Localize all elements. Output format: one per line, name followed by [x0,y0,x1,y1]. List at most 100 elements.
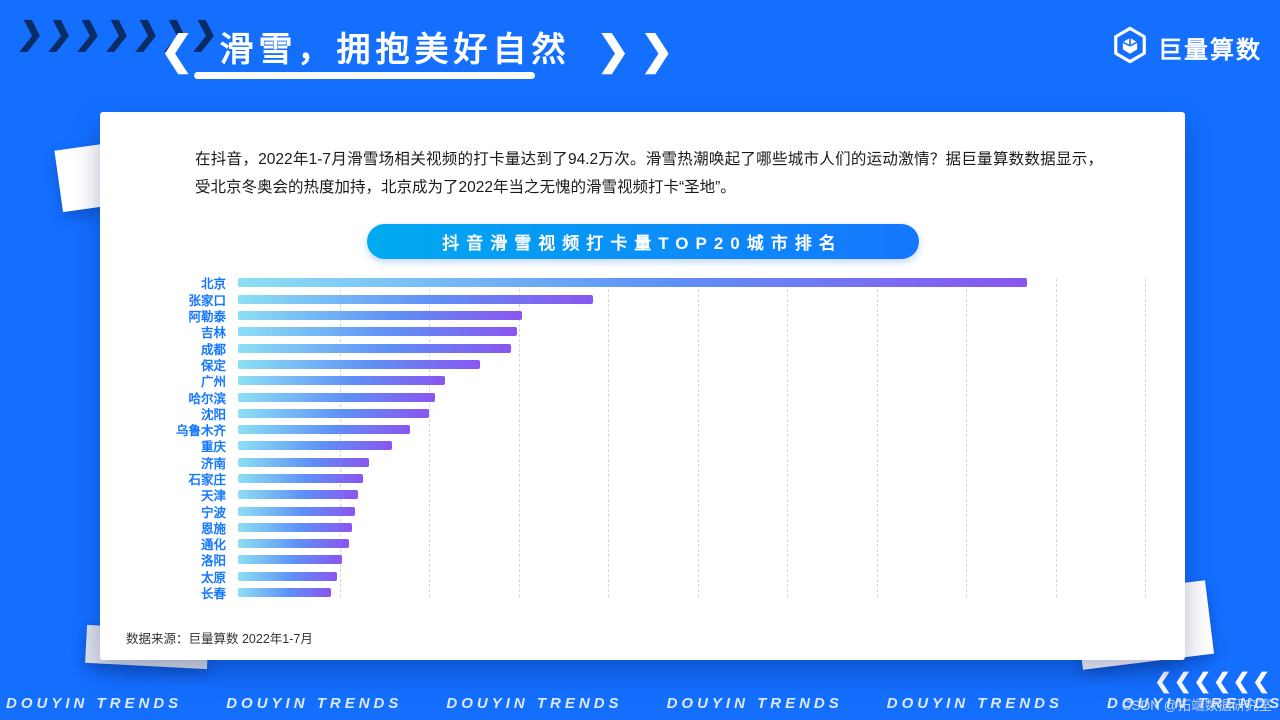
chart-bar-track [238,568,1145,584]
chart-category-label: 阿勒泰 [188,310,226,325]
chart-bar-track [238,487,1145,503]
data-source-note: 数据来源：巨量算数 2022年1-7月 [126,632,313,646]
chart-category-label: 北京 [200,277,226,292]
chart-bar [238,490,358,500]
chart-bar [238,522,353,532]
chart-bar-track [238,340,1145,356]
chart-bar [238,555,343,565]
chart-bar-track [238,454,1145,470]
watermark: CSDN @拓端数据研究室 [1121,698,1272,713]
chart-bar [238,473,363,483]
ticker-item: DOUYIN TRENDS [446,694,623,712]
chart-row: 张家口 [118,291,1145,308]
ticker-item: DOUYIN TRENDS [226,694,403,712]
chart-category-label: 洛阳 [200,554,226,569]
ticker-item: DOUYIN TRENDS [6,694,183,712]
chart-gridlines [250,278,1146,597]
chart-row: 洛阳 [118,552,1145,568]
chart-row: 通化 [118,536,1145,552]
chart-bar-track [238,470,1145,486]
chart-bar [238,441,392,451]
header: ❮ 滑雪，拥抱美好自然 ❯❯ [160,22,684,79]
chart-category-label: 广州 [200,375,226,390]
chart-bar-track [238,438,1145,454]
chart-bar-track [238,291,1145,307]
title-left-chevron-icon: ❮ [160,28,194,73]
chart-row: 恩施 [118,519,1145,536]
chart-category-label: 通化 [200,538,226,553]
chart-bar-track [238,389,1145,405]
ticker-item: DOUYIN TRENDS [666,694,843,712]
chart-row: 成都 [118,340,1145,357]
chart-bar-track [238,307,1145,323]
chart-bar-track [238,503,1145,519]
chart-category-label: 石家庄 [188,473,226,487]
chart-bar-track [238,536,1145,552]
bar-chart: 北京 张家口阿勒泰 吉林 成都 保定广州 哈尔滨 沈阳乌鲁木齐 重庆 济南石家庄天津 宁波 恩施通化… [118,275,1146,602]
chart-category-label: 天津 [200,489,226,504]
chart-bar-track [238,275,1145,291]
chart-bar [238,376,446,386]
chart-bar [238,392,436,402]
chart-bar [238,457,369,467]
title-underline: 滑雪，拥抱美好自然 [193,22,571,79]
chart-row: 沈阳 [118,405,1145,422]
chart-bar [238,278,1027,288]
chart-bar [238,311,522,321]
intro-paragraph: 在抖音，2022年1-7月滑雪场相关视频的打卡量达到了94.2万次。滑雪热潮唤起… [195,151,1103,196]
chart-row: 北京 [118,275,1145,291]
chart-row: 天津 [118,487,1145,503]
chart-bar [238,343,511,353]
chart-row: 太原 [118,568,1145,585]
chart-row: 济南 [118,454,1145,471]
chart-bar [238,294,593,304]
chart-bar [238,571,337,581]
chart-row: 阿勒泰 [118,307,1145,325]
chart-row: 广州 [118,373,1145,389]
content-card: 在抖音，2022年1-7月滑雪场相关视频的打卡量达到了94.2万次。滑雪热潮唤起… [100,112,1185,660]
chart-category-label: 济南 [200,456,226,471]
chart-bar [238,506,355,516]
chart-bar-track [238,519,1145,535]
chart-category-label: 宁波 [200,505,226,520]
chart-category-label: 保定 [200,358,226,373]
chart-category-label: 沈阳 [200,407,226,422]
chart-bar [238,327,518,337]
chart-category-label: 成都 [200,342,226,357]
ticker-item: DOUYIN TRENDS [886,694,1063,712]
chart-bar-track [238,356,1145,372]
chart-category-label: 哈尔滨 [188,391,226,406]
chart-category-label: 重庆 [200,440,226,455]
chart-category-label: 吉林 [200,326,226,341]
chart-row: 重庆 [118,438,1145,454]
chart-row: 保定 [118,356,1145,373]
chart-category-label: 乌鲁木齐 [175,424,226,439]
chart-row: 长春 [118,584,1145,602]
chart-bar-track [238,405,1145,421]
chart-row: 石家庄 [118,470,1145,487]
chart-category-label: 长春 [200,587,226,602]
chart-bar [238,425,410,435]
chart-bar [238,408,429,418]
chart-category-label: 恩施 [200,521,226,536]
footer-ticker: DOUYIN TRENDS DOUYIN TRENDS DOUYIN TRENDS D… [0,690,1280,716]
chart-bar-track [238,552,1145,568]
chart-row: 乌鲁木齐 [118,421,1145,439]
page-title: 滑雪，拥抱美好自然 [219,31,571,69]
chart-row: 宁波 [118,503,1145,520]
chart-bar-track [238,421,1145,437]
title-right-chevrons-icon: ❯❯ [596,28,684,73]
ticker-item: DOUYIN TRENDS [1106,694,1280,712]
chart-row: 吉林 [118,324,1145,340]
hexagon-cube-icon [1111,26,1149,69]
chart-row: 哈尔滨 [118,389,1145,406]
chart-bar-track [238,584,1145,600]
bottom-right-chevrons-icon: ❮❮❮❮❮❮ [1154,670,1272,693]
chart-bar [238,588,332,598]
chart-category-label: 张家口 [188,293,226,308]
brand-logo: 巨量算数 [1111,26,1262,69]
chart-bar [238,359,481,369]
chart-category-label: 太原 [200,570,226,585]
brand-logo-text: 巨量算数 [1158,37,1262,64]
